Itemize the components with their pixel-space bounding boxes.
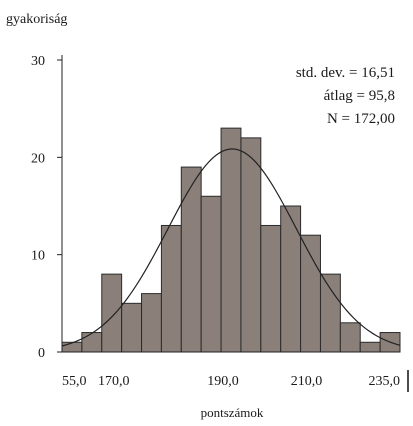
x-tick-label: 210,0 (291, 374, 323, 389)
stat-n: N = 172,00 (327, 111, 395, 127)
normal-curve (61, 148, 401, 347)
bar-15 (339, 322, 361, 353)
bar-5 (141, 293, 162, 353)
bar-13 (300, 234, 321, 353)
bar-14 (319, 273, 341, 353)
stat-std-dev: std. dev. = 16,51 (296, 65, 395, 81)
stat-mean: átlag = 95,8 (324, 88, 395, 104)
stats-box: std. dev. = 16,51 átlag = 95,8 N = 172,0… (296, 65, 395, 127)
bar-4 (121, 302, 143, 353)
x-tick-label: 170,0 (98, 374, 130, 389)
bar-12 (280, 205, 302, 353)
bar-2 (81, 332, 103, 353)
y-tick-label: 30 (31, 54, 45, 69)
bar-3 (101, 273, 123, 353)
bar-16 (359, 341, 381, 353)
x-tick-label: 190,0 (207, 374, 239, 389)
bar-9 (220, 127, 242, 353)
x-tick-label: 55,0 (62, 374, 87, 389)
x-tick-label: 235,0 (369, 374, 401, 389)
y-tick-label: 0 (38, 346, 45, 361)
y-tick-label: 10 (31, 249, 45, 264)
x-axis-label: pontszámok (201, 405, 264, 420)
bar-7 (180, 166, 202, 353)
y-axis-ticks: 0 10 20 30 (31, 54, 62, 361)
bar-11 (260, 224, 282, 353)
y-axis-label: gyakoriság (6, 12, 67, 27)
y-tick-label: 20 (31, 151, 45, 166)
bars (61, 127, 401, 353)
bar-8 (200, 195, 222, 353)
x-axis-tick-labels: 55,0 170,0 190,0 210,0 235,0 (62, 374, 400, 389)
bar-1 (61, 341, 83, 353)
bar-6 (160, 224, 182, 353)
bar-10 (240, 137, 262, 353)
